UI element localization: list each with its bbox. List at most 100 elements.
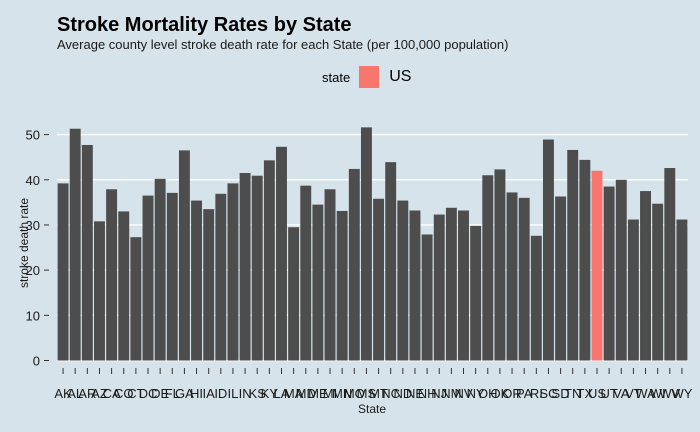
x-tick-label: WA: [635, 386, 656, 401]
bar-RI: [530, 235, 542, 361]
bar-OH: [482, 175, 494, 361]
x-tick-label: ID: [214, 386, 227, 401]
bar-MT: [373, 198, 385, 361]
y-tick-label: 20: [26, 263, 40, 278]
x-tick-label: OR: [502, 386, 522, 401]
bar-VT: [627, 219, 639, 361]
bar-AZ: [94, 221, 105, 361]
bar-NC: [385, 162, 397, 361]
bar-US: [591, 170, 603, 361]
bar-WY: [676, 219, 688, 361]
y-axis: 0 10 20 30 40 50: [26, 128, 49, 369]
x-tick-label: US: [588, 386, 606, 401]
bar-KS: [251, 175, 263, 361]
bar-CO: [118, 211, 130, 361]
x-tick-label: WY: [671, 386, 692, 401]
x-tick-label: CA: [103, 386, 121, 401]
bar-NM: [445, 207, 457, 361]
bar-NV: [458, 210, 469, 361]
x-tick-label: UT: [600, 386, 617, 401]
bar-NY: [470, 225, 482, 361]
x-tick-label: TX: [577, 386, 594, 401]
y-tick-label: 40: [26, 173, 40, 188]
bar-AR: [81, 144, 93, 361]
x-tick-label: SD: [552, 386, 570, 401]
x-tick-label: NC: [381, 386, 400, 401]
x-tick-label: RI: [530, 386, 543, 401]
bar-MA: [288, 227, 300, 361]
bar-HI: [191, 200, 203, 361]
x-tick-label: HI: [190, 386, 203, 401]
legend-label: US: [389, 68, 412, 85]
bar-OR: [506, 192, 518, 361]
x-tick-label: KS: [249, 386, 267, 401]
y-tick-label: 0: [33, 354, 40, 369]
bar-DE: [154, 178, 166, 361]
bar-MD: [300, 185, 312, 361]
x-tick-label: IA: [203, 386, 216, 401]
bar-ME: [312, 204, 324, 361]
bar-UT: [603, 186, 615, 361]
x-tick-label: MA: [284, 386, 304, 401]
x-tick-label: NH: [418, 386, 437, 401]
x-tick-label: NM: [441, 386, 461, 401]
x-tick-label: AR: [78, 386, 96, 401]
x-tick-label: OH: [478, 386, 498, 401]
chart-title: Stroke Mortality Rates by State: [57, 14, 352, 36]
x-tick-label: VA: [613, 386, 630, 401]
bar-KY: [263, 160, 275, 361]
bar-PA: [518, 197, 530, 361]
bar-WA: [640, 191, 651, 361]
x-tick-label: FL: [165, 386, 180, 401]
x-tick-label: MT: [369, 386, 388, 401]
x-tick-label: VT: [625, 386, 642, 401]
bar-IN: [239, 172, 251, 361]
bar-CT: [130, 237, 142, 361]
x-tick-label: DC: [139, 386, 158, 401]
x-tick-label: CT: [127, 386, 144, 401]
bar-NJ: [433, 214, 445, 361]
x-tick-label: NE: [406, 386, 424, 401]
x-tick-label: MS: [357, 386, 377, 401]
x-tick-label: WV: [659, 386, 680, 401]
bar-MS: [360, 127, 372, 361]
bar-TX: [579, 159, 591, 361]
x-tick-label: KY: [261, 386, 279, 401]
x-tick-label: PA: [516, 386, 533, 401]
bar-WV: [664, 168, 676, 361]
bar-VA: [615, 179, 627, 361]
x-tick-label: OK: [491, 386, 510, 401]
x-tick-label: ME: [308, 386, 328, 401]
bar-NE: [409, 210, 421, 361]
x-tick-label: NV: [454, 386, 472, 401]
x-tick-label: GA: [175, 386, 194, 401]
bar-AL: [69, 128, 81, 361]
bar-ND: [397, 200, 409, 361]
legend-key-swatch: [359, 66, 380, 88]
bar-MN: [336, 210, 348, 361]
bar-TN: [567, 149, 579, 361]
y-tick-label: 10: [26, 308, 40, 323]
x-tick-label: IL: [228, 386, 239, 401]
x-tick-label: IN: [239, 386, 252, 401]
x-tick-label: MD: [296, 386, 316, 401]
y-axis-label: stroke death rate: [17, 198, 31, 288]
x-tick-label: AL: [67, 386, 83, 401]
bar-ID: [215, 193, 227, 361]
bar-GA: [178, 150, 190, 361]
x-tick-label: WI: [650, 386, 666, 401]
bar-NH: [421, 234, 433, 361]
bar-SD: [555, 196, 567, 361]
legend-title: state: [322, 69, 351, 85]
x-tick-label: LA: [274, 386, 290, 401]
bar-LA: [276, 146, 287, 361]
chart-subtitle: Average county level stroke death rate f…: [57, 37, 509, 52]
x-tick-label: MO: [344, 386, 365, 401]
bar-SC: [542, 139, 554, 361]
x-tick-label: ND: [393, 386, 412, 401]
x-tick-label: DE: [151, 386, 169, 401]
bar-DC: [142, 195, 154, 361]
x-tick-label: AK: [54, 386, 72, 401]
